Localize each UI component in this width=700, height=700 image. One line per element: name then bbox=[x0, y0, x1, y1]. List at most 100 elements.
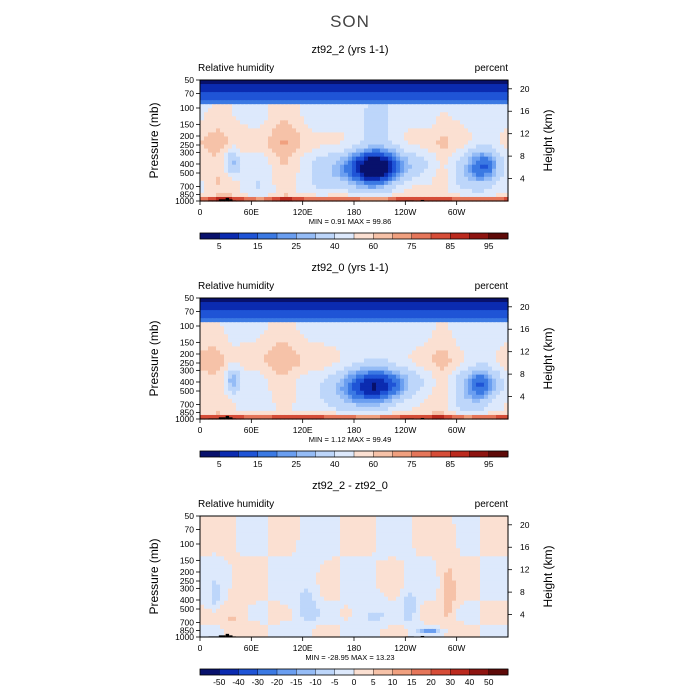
heatmap-cell bbox=[436, 330, 441, 335]
heatmap-cell bbox=[324, 382, 329, 388]
heatmap-cell bbox=[340, 318, 345, 323]
heatmap-cell bbox=[248, 156, 253, 162]
heatmap-cell bbox=[208, 164, 213, 170]
heatmap-cell bbox=[228, 302, 233, 307]
heatmap-cell bbox=[440, 100, 445, 105]
heatmap-cell bbox=[476, 398, 481, 404]
heatmap-cell bbox=[292, 406, 297, 412]
heatmap-cell bbox=[264, 386, 269, 392]
heatmap-cell bbox=[440, 520, 445, 525]
heatmap-cell bbox=[272, 298, 277, 303]
heatmap-cell bbox=[256, 184, 261, 190]
heatmap-cell bbox=[260, 394, 265, 400]
heatmap-cell bbox=[316, 302, 321, 307]
heatmap-cell bbox=[368, 124, 373, 129]
heatmap-cell bbox=[388, 390, 393, 396]
heatmap-cell bbox=[292, 302, 297, 307]
y-tick-label: 1000 bbox=[175, 196, 194, 206]
heatmap-cell bbox=[276, 342, 281, 347]
colorbar-swatch bbox=[276, 232, 297, 240]
heatmap-cell bbox=[412, 132, 417, 138]
heatmap-cell bbox=[440, 120, 445, 125]
heatmap-cell bbox=[236, 152, 241, 158]
heatmap-cell bbox=[308, 132, 313, 138]
heatmap-cell bbox=[496, 310, 501, 315]
heatmap-cell bbox=[364, 192, 369, 198]
heatmap-cell bbox=[416, 306, 421, 311]
heatmap-cell bbox=[220, 88, 225, 93]
heatmap-cell bbox=[484, 124, 489, 129]
heatmap-cell bbox=[332, 192, 337, 198]
heatmap-cell bbox=[368, 160, 373, 166]
heatmap-cell bbox=[204, 378, 209, 384]
heatmap-cell bbox=[380, 378, 385, 384]
heatmap-cell bbox=[308, 520, 313, 525]
heatmap-cell bbox=[224, 156, 229, 162]
heatmap-cell bbox=[452, 414, 457, 420]
heatmap-cell bbox=[244, 172, 249, 178]
heatmap-cell bbox=[248, 302, 253, 307]
heatmap-cell bbox=[240, 120, 245, 125]
heatmap-cell bbox=[300, 382, 305, 388]
heatmap-cell bbox=[484, 306, 489, 311]
heatmap-cell bbox=[464, 374, 469, 380]
heatmap-cell bbox=[212, 128, 217, 134]
heatmap-cell bbox=[432, 370, 437, 376]
heatmap-cell bbox=[368, 152, 373, 158]
heatmap-cell bbox=[372, 358, 377, 364]
heatmap-cell bbox=[408, 148, 413, 154]
heatmap-cell bbox=[360, 414, 365, 420]
heatmap-cell bbox=[456, 386, 461, 392]
heatmap-cell bbox=[256, 100, 261, 105]
heatmap-cell bbox=[288, 350, 293, 356]
heatmap-cell bbox=[256, 112, 261, 117]
heatmap-cell bbox=[276, 354, 281, 360]
y-tick-label: 50 bbox=[185, 75, 195, 85]
heatmap-cell bbox=[412, 366, 417, 372]
heatmap-cell bbox=[376, 330, 381, 335]
heatmap-cell bbox=[260, 180, 265, 186]
heatmap-cell bbox=[376, 156, 381, 162]
heatmap-cell bbox=[236, 520, 241, 525]
y-tick-label: 400 bbox=[180, 159, 194, 169]
heatmap-cell bbox=[316, 378, 321, 384]
heatmap-cell bbox=[264, 152, 269, 158]
heatmap-cell bbox=[280, 330, 285, 335]
heatmap-cell bbox=[472, 410, 477, 416]
heatmap-cell bbox=[344, 302, 349, 307]
chart-panel-2: zt92_0 (yrs 1-1)Relative humidity percent… bbox=[147, 262, 555, 469]
heatmap-cell bbox=[396, 520, 401, 525]
heatmap-cell bbox=[200, 374, 205, 380]
heatmap-cell bbox=[488, 84, 493, 89]
heatmap-cell bbox=[240, 516, 245, 521]
heatmap-cell bbox=[260, 108, 265, 113]
heatmap-cell bbox=[500, 132, 505, 138]
heatmap-cell bbox=[436, 310, 441, 315]
heatmap-cell bbox=[300, 358, 305, 364]
heatmap-cell bbox=[204, 334, 209, 339]
heatmap-cell bbox=[372, 188, 377, 194]
heatmap-cell bbox=[440, 116, 445, 121]
heatmap-cell bbox=[260, 112, 265, 117]
heatmap-cell bbox=[504, 310, 509, 315]
heatmap-cell bbox=[284, 104, 289, 109]
heatmap-cell bbox=[428, 410, 433, 416]
heatmap-cell bbox=[204, 128, 209, 134]
heatmap-cell bbox=[480, 298, 485, 303]
heatmap-cell bbox=[484, 314, 489, 319]
heatmap-cell bbox=[204, 180, 209, 186]
heatmap-cell bbox=[232, 390, 237, 396]
heatmap-cell bbox=[412, 140, 417, 146]
heatmap-cell bbox=[480, 92, 485, 97]
x-tick-label: 120W bbox=[394, 425, 416, 435]
heatmap-cell bbox=[472, 116, 477, 121]
heatmap-cell bbox=[276, 96, 281, 101]
heatmap-cell bbox=[444, 164, 449, 170]
y-tick-label: 700 bbox=[180, 400, 194, 410]
heatmap-cell bbox=[228, 124, 233, 129]
heatmap-cell bbox=[480, 374, 485, 380]
heatmap-cell bbox=[396, 298, 401, 303]
heatmap-cell bbox=[388, 516, 393, 521]
heatmap-cell bbox=[388, 168, 393, 174]
heatmap-cell bbox=[424, 314, 429, 319]
